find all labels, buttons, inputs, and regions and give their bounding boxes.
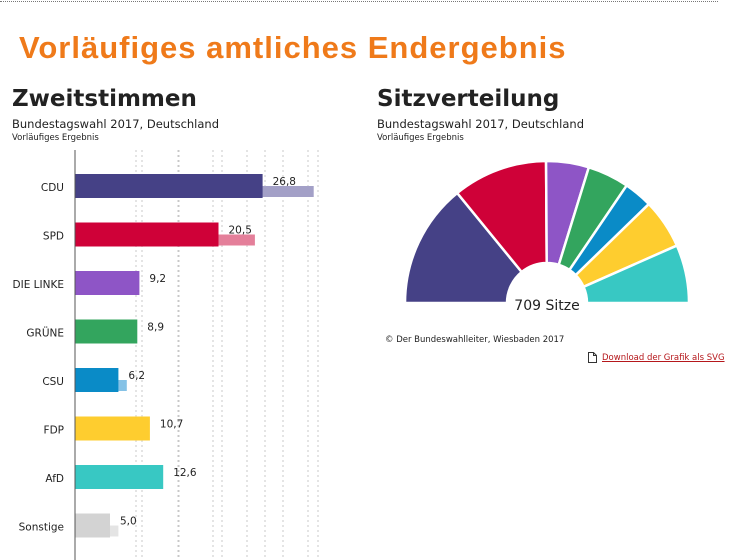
bar-current: [75, 513, 110, 538]
category-label: CSU: [42, 376, 64, 388]
seat-chart-note: Vorläufiges Ergebnis: [377, 133, 464, 143]
seat-total-label: 709 Sitze: [514, 298, 579, 314]
category-label: FDP: [44, 425, 64, 437]
bar-chart-subtitle: Bundestagswahl 2017, Deutschland: [12, 117, 220, 131]
bar-value-label: 8,9: [147, 322, 164, 334]
bar-current: [75, 368, 119, 392]
bar-chart: CDU 26,8 SPD 20,5 DIE LINKE 9,2 GRÜNE 8,9 CSU 6,2…: [13, 150, 319, 560]
seat-distribution-chart: 709 Sitze: [403, 159, 691, 314]
category-label: AfD: [45, 473, 64, 485]
bar-current: [75, 465, 164, 489]
bar-value-label: 9,2: [149, 273, 166, 285]
category-label: GRÜNE: [26, 327, 64, 340]
seat-chart-title: Sitzverteilung: [377, 86, 560, 112]
bar-value-label: 5,0: [120, 516, 137, 528]
bar-current: [75, 416, 150, 441]
document-icon: [588, 352, 597, 363]
category-label: SPD: [43, 231, 64, 243]
bar-current: [75, 271, 140, 295]
seat-chart-subtitle: Bundestagswahl 2017, Deutschland: [377, 117, 585, 131]
category-label: Sonstige: [19, 522, 64, 534]
bar-current: [75, 319, 138, 344]
bar-chart-title: Zweitstimmen: [12, 86, 197, 112]
category-label: DIE LINKE: [13, 279, 64, 291]
top-dotted-rule: [0, 1, 718, 2]
download-link-label[interactable]: Download der Grafik als SVG: [602, 352, 725, 363]
bar-value-label: 26,8: [273, 176, 296, 188]
bar-current: [75, 222, 219, 247]
bar-value-label: 10,7: [160, 419, 183, 431]
bar-value-label: 20,5: [229, 225, 252, 237]
download-svg-link[interactable]: Download der Grafik als SVG: [588, 352, 725, 363]
seat-segment: [403, 191, 524, 305]
seat-segment: [581, 243, 691, 305]
page-title: Vorläufiges amtliches Endergebnis: [19, 30, 567, 65]
bar-current: [75, 174, 263, 198]
bar-value-label: 12,6: [173, 467, 197, 479]
copyright-text: © Der Bundeswahlleiter, Wiesbaden 2017: [385, 335, 565, 345]
category-label: CDU: [41, 182, 64, 194]
bar-value-label: 6,2: [128, 370, 145, 382]
bar-chart-note: Vorläufiges Ergebnis: [12, 133, 99, 143]
